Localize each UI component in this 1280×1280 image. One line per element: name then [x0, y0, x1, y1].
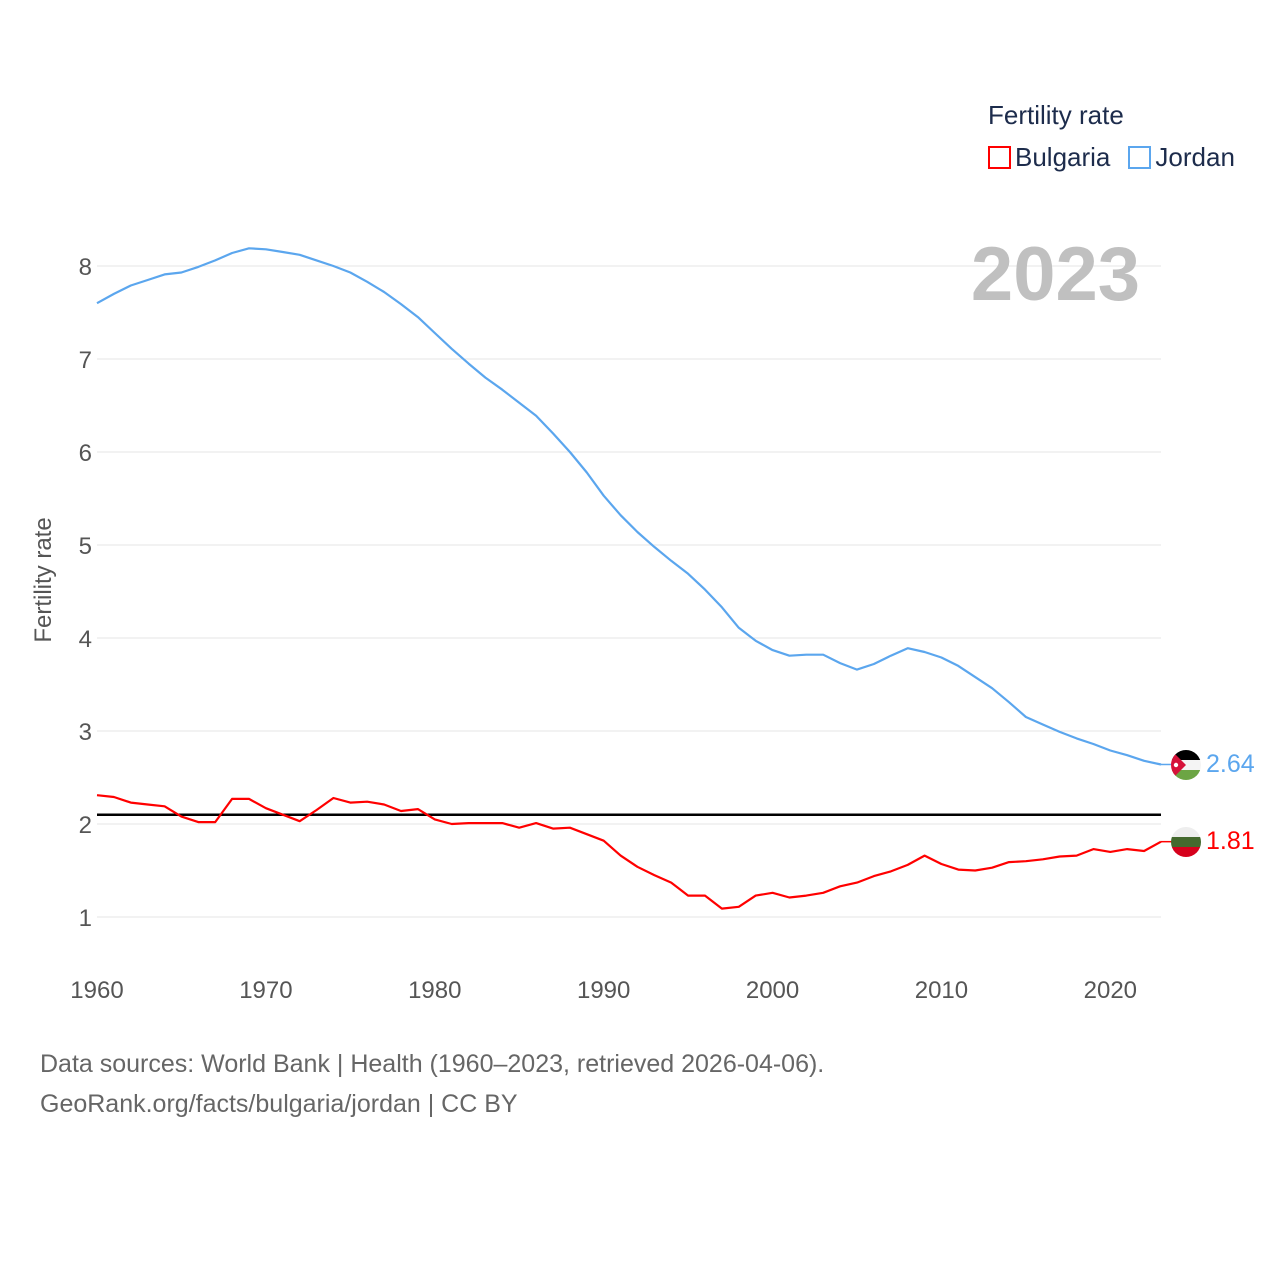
legend-item-jordan[interactable]: Jordan — [1128, 142, 1235, 173]
grid — [97, 265, 1161, 918]
y-tick-label: 4 — [79, 626, 92, 653]
source-link[interactable]: GeoRank.org/facts/bulgaria/jordan | CC B… — [40, 1090, 518, 1118]
jordan-flag-icon — [1171, 750, 1201, 780]
legend: Bulgaria Jordan — [988, 142, 1235, 173]
source-line: Data sources: World Bank | Health (1960–… — [40, 1050, 825, 1078]
source-note: Data sources: World Bank | Health (1960–… — [40, 1044, 824, 1124]
series-group — [96, 247, 1172, 910]
y-tick-label: 6 — [79, 440, 92, 467]
x-tick-label: 1980 — [408, 977, 461, 1004]
y-axis: 1 2 3 4 5 6 7 8 — [79, 254, 92, 932]
y-tick-label: 3 — [79, 719, 92, 746]
x-tick-label: 1990 — [577, 977, 630, 1004]
y-axis-label: Fertility rate — [30, 517, 57, 642]
y-tick-label: 8 — [79, 254, 92, 281]
x-axis: 1960 1970 1980 1990 2000 2010 2020 — [70, 977, 1137, 1004]
x-tick-label: 2010 — [915, 977, 968, 1004]
x-tick-label: 1970 — [239, 977, 292, 1004]
y-tick-label: 2 — [79, 812, 92, 839]
y-tick-label: 1 — [79, 905, 92, 932]
legend-label: Jordan — [1155, 142, 1235, 172]
y-tick-label: 5 — [79, 533, 92, 560]
legend-item-bulgaria[interactable]: Bulgaria — [988, 142, 1110, 173]
legend-label: Bulgaria — [1015, 142, 1111, 172]
year-display: 2023 — [971, 232, 1140, 317]
jordan-swatch-icon — [1128, 146, 1152, 169]
bulgaria-swatch-icon — [988, 146, 1011, 169]
y-tick-label: 7 — [79, 347, 92, 374]
bulgaria-end-value: 1.81 — [1206, 827, 1255, 855]
x-tick-label: 2000 — [746, 977, 799, 1004]
x-tick-label: 1960 — [70, 977, 123, 1004]
bulgaria-flag-icon — [1171, 827, 1201, 857]
jordan-end-value: 2.64 — [1206, 750, 1255, 778]
x-tick-label: 2020 — [1084, 977, 1137, 1004]
legend-title: Fertility rate — [988, 100, 1124, 130]
series-line-bulgaria — [96, 794, 1162, 910]
series-line-jordan — [96, 247, 1162, 766]
